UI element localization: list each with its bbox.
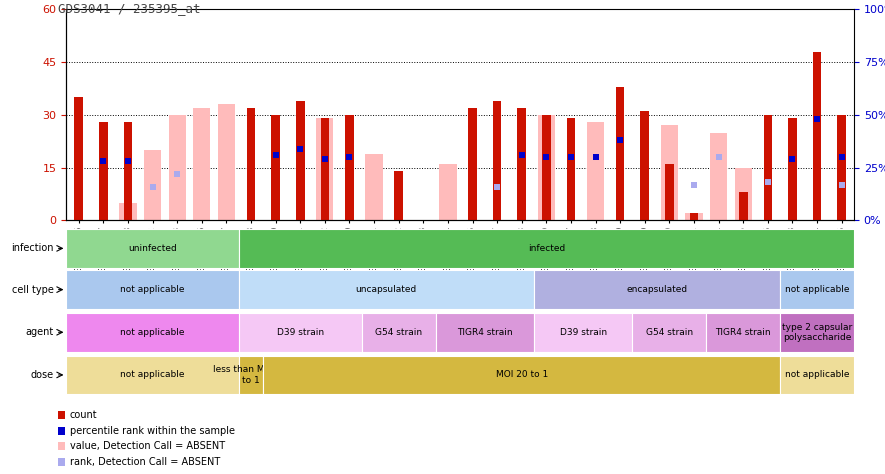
Bar — [74, 97, 83, 220]
Text: TIGR4 strain: TIGR4 strain — [457, 328, 512, 337]
Bar — [837, 115, 846, 220]
Text: MOI 20 to 1: MOI 20 to 1 — [496, 371, 548, 379]
Bar — [124, 122, 132, 220]
Bar — [468, 108, 477, 220]
Text: not applicable: not applicable — [120, 328, 185, 337]
Text: uncapsulated: uncapsulated — [356, 285, 417, 294]
Text: value, Detection Call = ABSENT: value, Detection Call = ABSENT — [70, 441, 225, 451]
Bar — [247, 108, 255, 220]
Text: G54 strain: G54 strain — [646, 328, 693, 337]
Text: less than MOI 20
to 1: less than MOI 20 to 1 — [213, 365, 289, 384]
Bar — [439, 164, 457, 220]
Bar — [218, 104, 235, 220]
Bar — [366, 154, 382, 220]
Bar — [272, 115, 280, 220]
Bar — [739, 192, 748, 220]
Text: infected: infected — [527, 244, 565, 253]
Bar — [566, 118, 575, 220]
Text: not applicable: not applicable — [120, 285, 185, 294]
Bar — [144, 150, 161, 220]
Text: D39 strain: D39 strain — [559, 328, 607, 337]
Text: rank, Detection Call = ABSENT: rank, Detection Call = ABSENT — [70, 456, 220, 466]
Bar — [320, 118, 329, 220]
Bar — [119, 203, 136, 220]
Text: D39 strain: D39 strain — [277, 328, 324, 337]
Text: percentile rank within the sample: percentile rank within the sample — [70, 426, 235, 436]
Bar — [316, 118, 334, 220]
Text: not applicable: not applicable — [120, 371, 185, 379]
Bar — [641, 111, 649, 220]
Text: uninfected: uninfected — [128, 244, 177, 253]
Bar — [764, 115, 773, 220]
Bar — [542, 115, 550, 220]
Text: GDS3041 / 235395_at: GDS3041 / 235395_at — [58, 2, 200, 15]
Bar — [99, 122, 108, 220]
Bar — [735, 168, 752, 220]
Bar — [538, 115, 555, 220]
Text: agent: agent — [26, 327, 54, 337]
Bar — [661, 126, 678, 220]
Bar — [193, 108, 211, 220]
Text: type 2 capsular
polysaccharide: type 2 capsular polysaccharide — [782, 323, 852, 342]
Text: encapsulated: encapsulated — [627, 285, 688, 294]
Text: cell type: cell type — [12, 284, 54, 295]
Bar — [518, 108, 526, 220]
Bar — [168, 115, 186, 220]
Bar — [689, 213, 698, 220]
Bar — [296, 101, 304, 220]
Text: infection: infection — [12, 243, 54, 254]
Text: not applicable: not applicable — [785, 285, 850, 294]
Bar — [493, 101, 502, 220]
Bar — [710, 133, 727, 220]
Bar — [789, 118, 796, 220]
Text: not applicable: not applicable — [785, 371, 850, 379]
Text: G54 strain: G54 strain — [375, 328, 422, 337]
Bar — [812, 52, 821, 220]
Bar — [666, 164, 673, 220]
Bar — [395, 171, 403, 220]
Text: count: count — [70, 410, 97, 420]
Bar — [345, 115, 354, 220]
Text: dose: dose — [31, 370, 54, 380]
Bar — [616, 87, 625, 220]
Bar — [587, 122, 604, 220]
Bar — [685, 213, 703, 220]
Text: TIGR4 strain: TIGR4 strain — [715, 328, 771, 337]
